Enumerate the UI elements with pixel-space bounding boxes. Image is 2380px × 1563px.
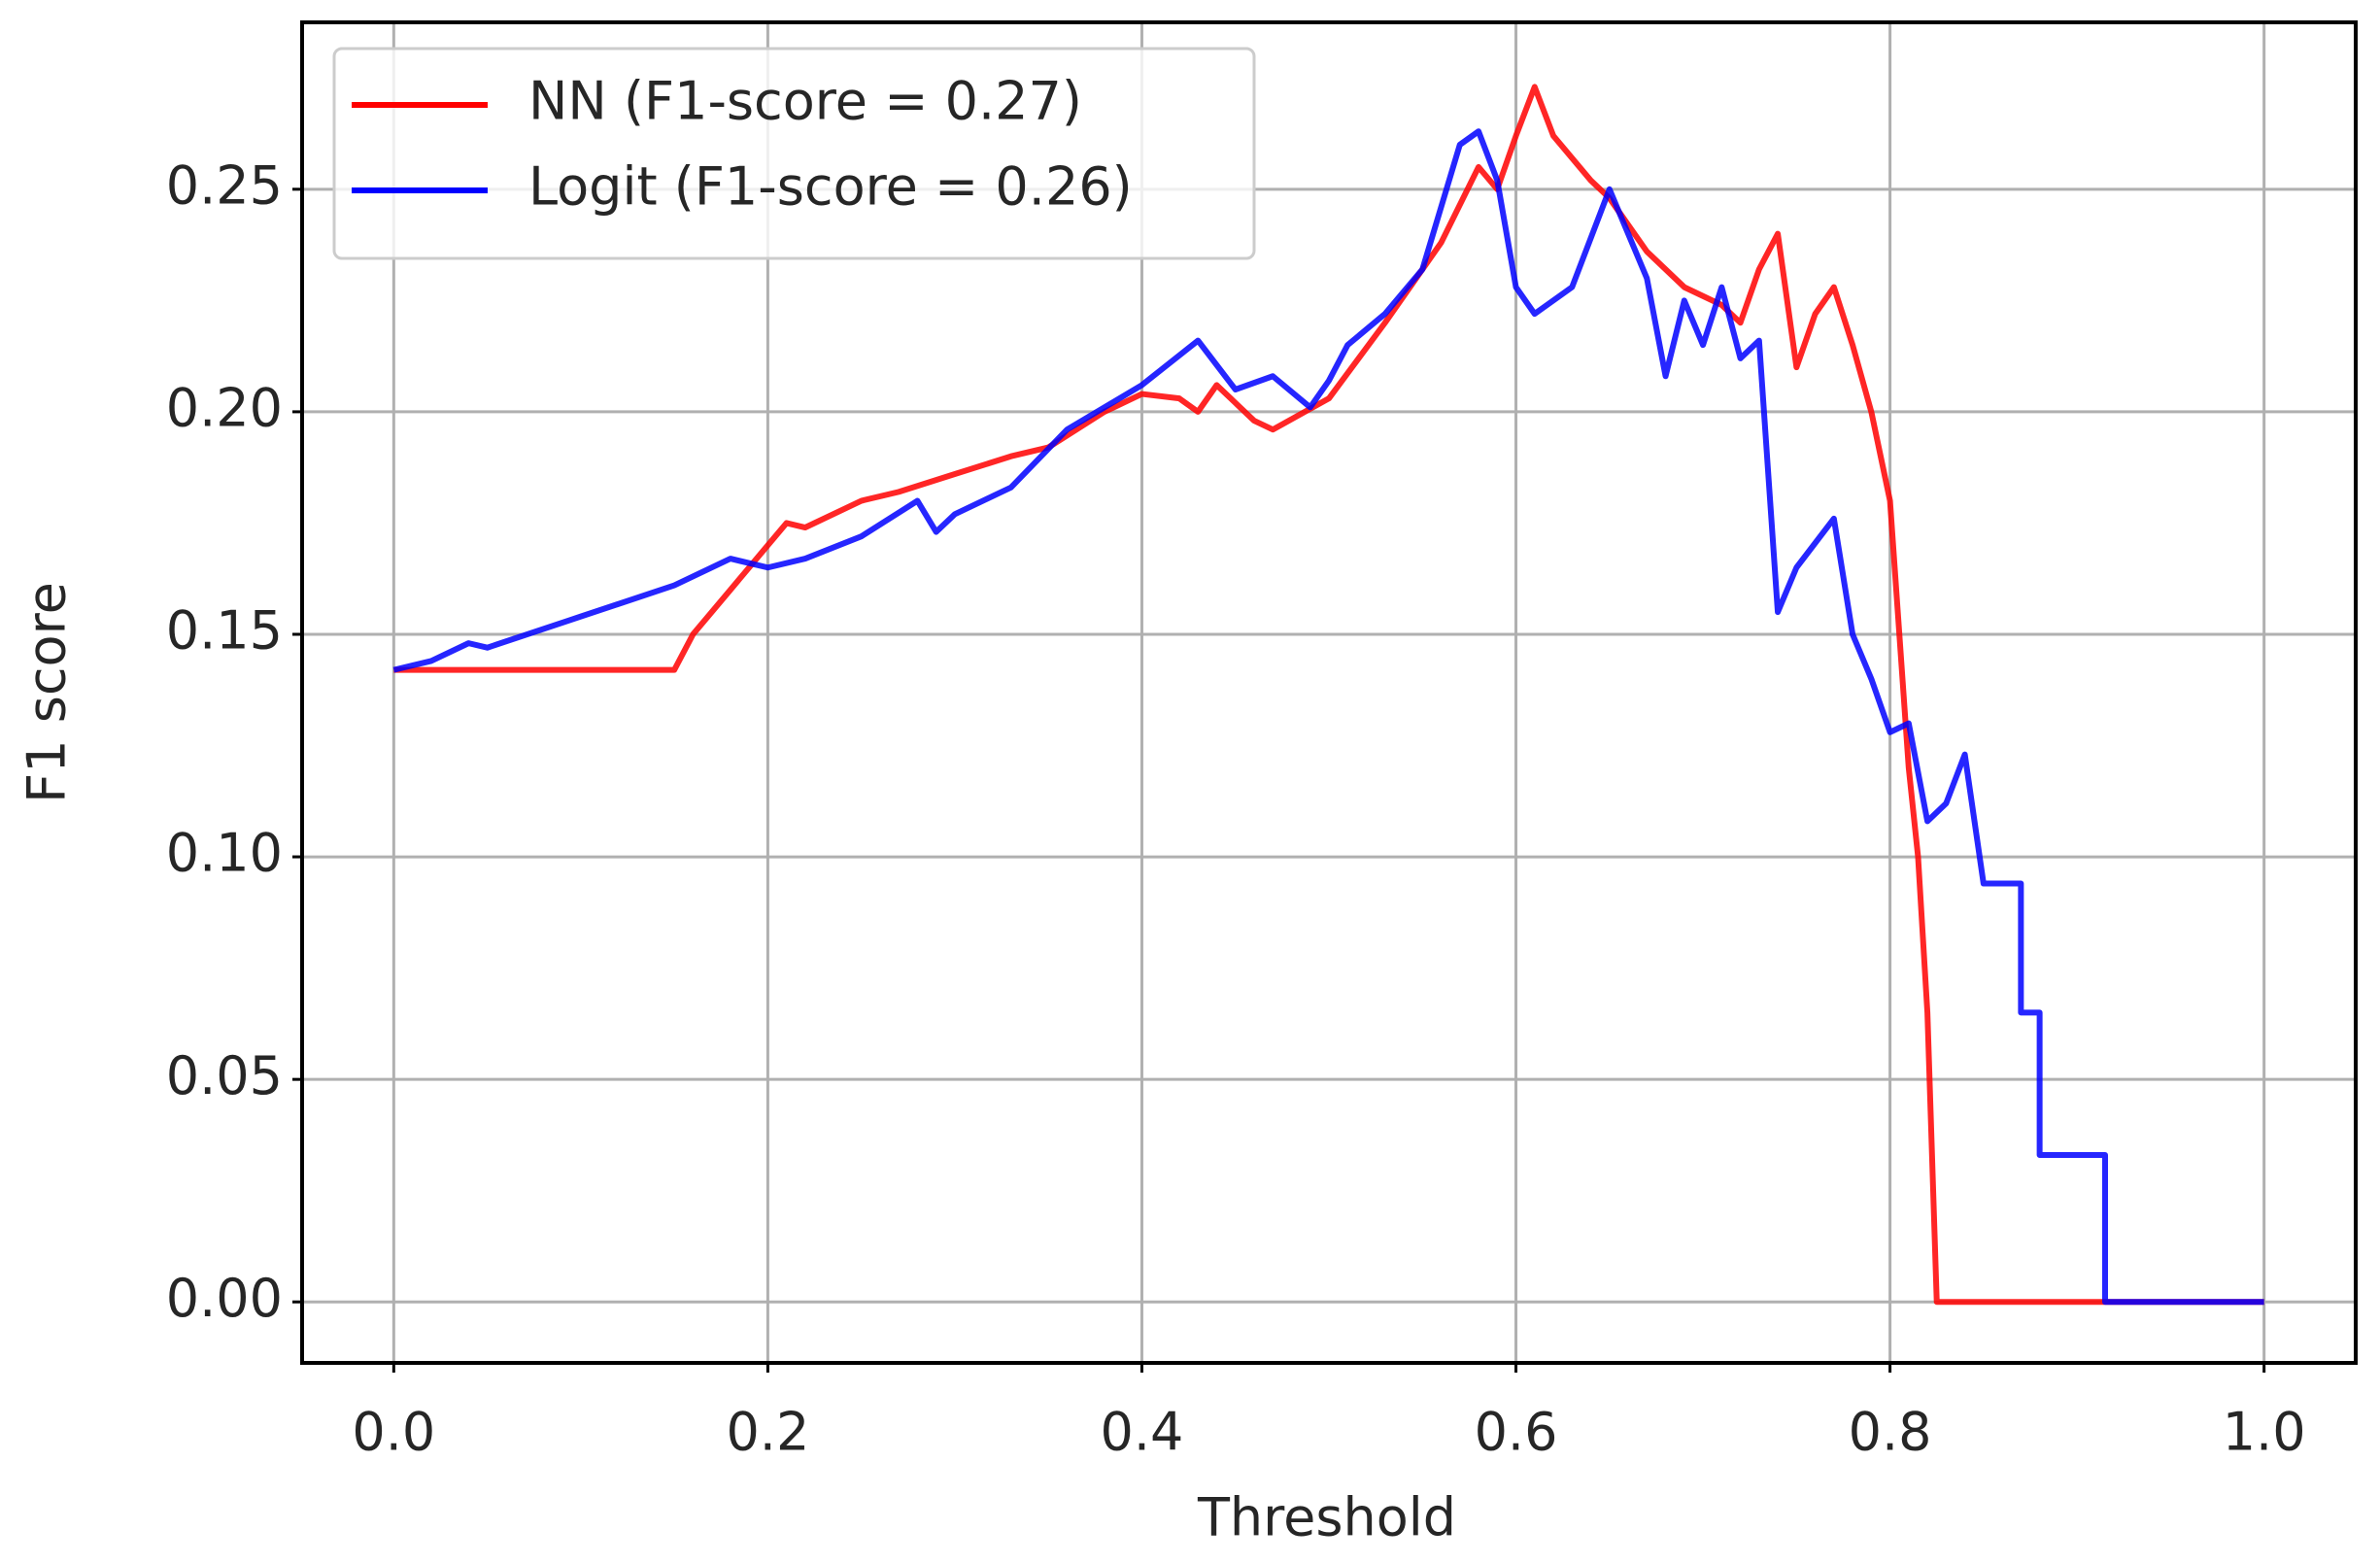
legend-label: NN (F1-score = 0.27) (528, 71, 1082, 132)
y-axis-label: F1 score (17, 582, 78, 803)
series-line (392, 128, 2264, 1306)
y-tick-label: 0.25 (166, 154, 283, 216)
legend-label: Logit (F1-score = 0.26) (528, 156, 1133, 218)
x-tick-label: 0.8 (1849, 1402, 1932, 1463)
axes-frame (300, 20, 2358, 1365)
x-tick-label: 0.2 (726, 1402, 809, 1463)
y-tick-label: 0.20 (166, 378, 283, 439)
series-line (393, 84, 2264, 1306)
y-tick-label: 0.10 (166, 823, 283, 884)
y-tick-label: 0.15 (166, 600, 283, 662)
y-tick-label: 0.00 (166, 1268, 283, 1329)
x-axis-label: Threshold (1197, 1487, 1456, 1548)
x-tick-label: 0.6 (1475, 1402, 1558, 1463)
legend-box (332, 47, 1256, 260)
x-tick-label: 0.0 (352, 1402, 435, 1463)
x-tick-label: 1.0 (2223, 1402, 2306, 1463)
y-tick-label: 0.05 (166, 1045, 283, 1106)
x-tick-label: 0.4 (1101, 1402, 1184, 1463)
